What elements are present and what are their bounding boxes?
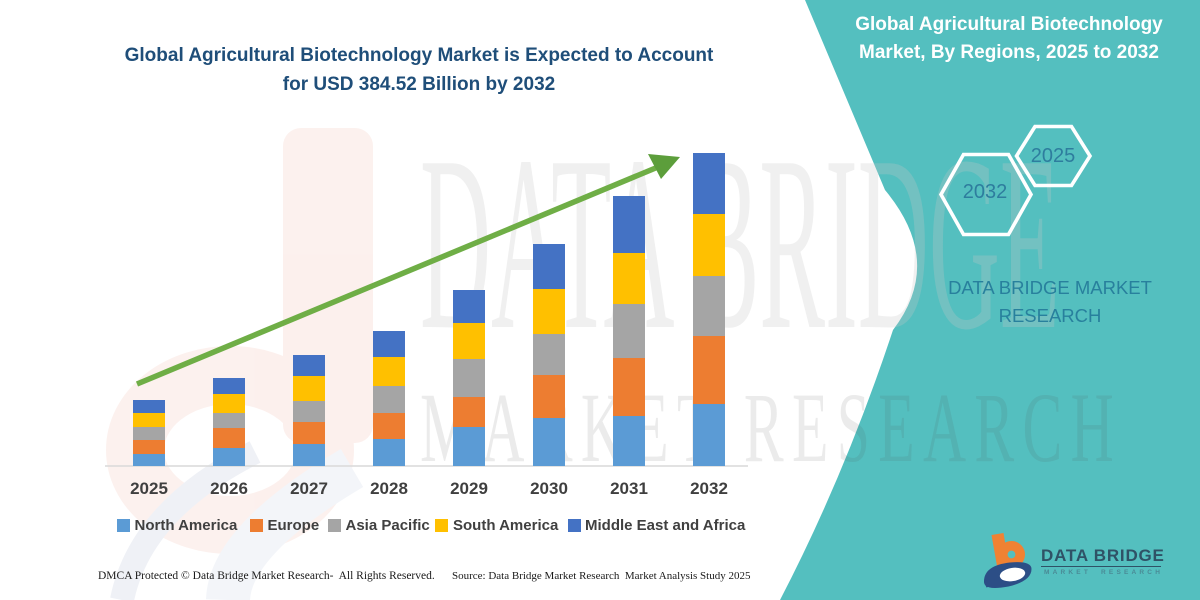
svg-text:DATA BRIDGE: DATA BRIDGE — [420, 105, 1060, 382]
